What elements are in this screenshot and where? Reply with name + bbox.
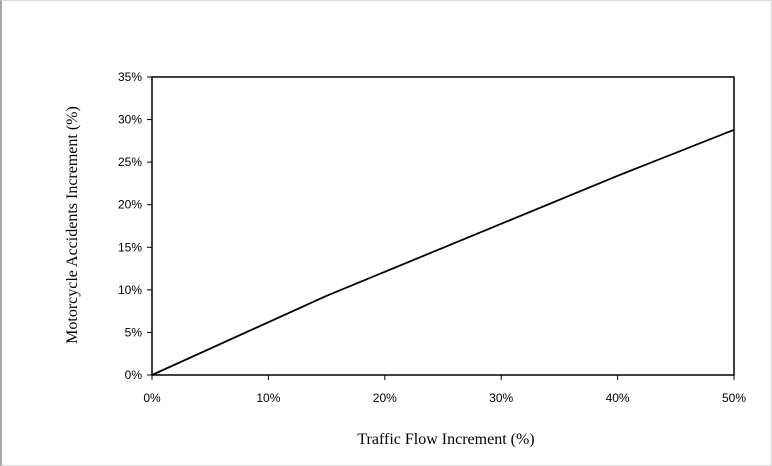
x-axis-ticks: 0% 10% 20% 30% 40% 50% — [143, 375, 746, 405]
x-tick-label: 50% — [722, 391, 746, 405]
x-axis-title: Traffic Flow Increment (%) — [357, 431, 534, 448]
y-tick-label: 10% — [118, 283, 142, 297]
y-tick-label: 30% — [118, 113, 142, 127]
series-layer — [151, 128, 735, 376]
y-axis-ticks: 0% 5% 10% 15% 20% 25% 30% 35% — [118, 70, 152, 382]
y-tick-label: 5% — [125, 325, 143, 339]
plot-border — [151, 76, 735, 376]
x-tick-label: 20% — [373, 391, 397, 405]
series-line — [151, 128, 735, 376]
x-tick-label: 40% — [606, 391, 630, 405]
y-tick-label: 15% — [118, 240, 142, 254]
y-tick-label: 20% — [118, 198, 142, 212]
y-axis-title: Motorcycle Accidents Increment (%) — [64, 106, 81, 344]
y-tick-label: 0% — [125, 368, 143, 382]
plot-area — [151, 76, 735, 376]
x-tick-label: 0% — [143, 391, 161, 405]
x-tick-label: 30% — [489, 391, 513, 405]
x-tick-label: 10% — [256, 391, 280, 405]
y-tick-label: 25% — [118, 155, 142, 169]
y-tick-label: 35% — [118, 70, 142, 84]
